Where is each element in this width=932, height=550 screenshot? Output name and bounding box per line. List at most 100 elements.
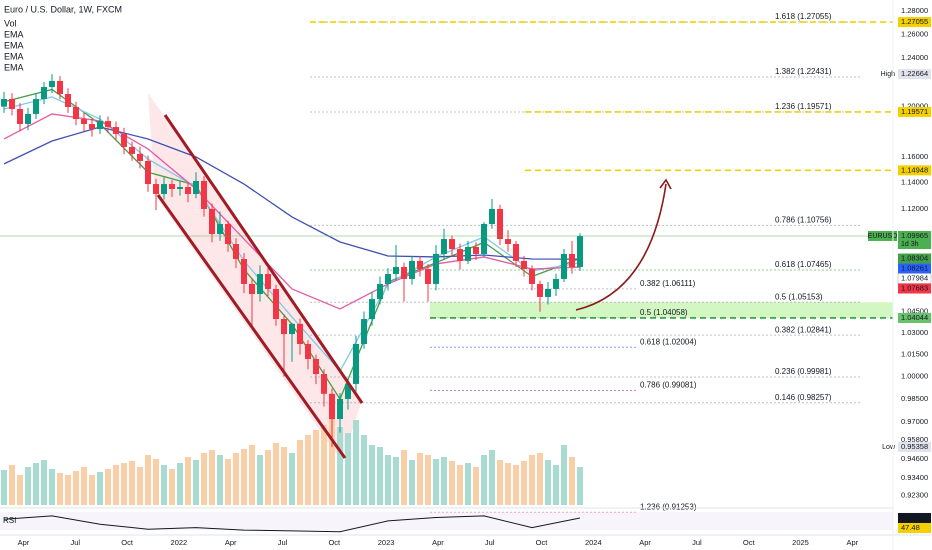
candle-body (329, 393, 335, 420)
candle-body (553, 278, 559, 289)
volume-bar (217, 455, 223, 505)
volume-bar (65, 475, 71, 505)
y-tick-label: 0.93400 (901, 473, 928, 482)
candle-body (289, 323, 295, 335)
candle-body (513, 244, 519, 261)
candle-body (209, 208, 215, 235)
candle-body (425, 269, 431, 284)
volume-bar (273, 443, 279, 505)
volume-bar (377, 447, 383, 505)
candle-body (193, 180, 199, 194)
y-tick-label: 0.94600 (901, 454, 928, 463)
volume-bar (185, 457, 191, 505)
volume-bar (537, 453, 543, 505)
volume-bar (417, 453, 423, 505)
candle-body (505, 239, 511, 245)
volume-bar (441, 457, 447, 505)
volume-bar (137, 467, 143, 505)
x-tick-label: Oct (121, 538, 134, 547)
volume-bar (41, 460, 47, 505)
volume-bar (17, 475, 23, 505)
x-tick-label: Apr (846, 538, 858, 547)
candle-body (353, 344, 359, 384)
y-tick-label: 1.12000 (901, 204, 928, 213)
price-label-box (898, 263, 931, 274)
candle-body (105, 121, 111, 128)
x-tick-label: Oct (328, 538, 341, 547)
candle-body (521, 260, 527, 270)
fib-label: 1.618 (1.27055) (775, 12, 832, 21)
rsi-ma-box (898, 523, 931, 534)
volume-bar (521, 461, 527, 505)
candle-body (265, 273, 271, 289)
volume-bar (249, 445, 255, 505)
y-tick-label: 1.14000 (901, 178, 928, 187)
candle-body (313, 359, 319, 375)
rsi-line (3, 515, 581, 533)
fib-label: 0.236 (0.99981) (775, 367, 832, 376)
fib-label: 0.382 (1.02841) (775, 325, 832, 334)
y-tick-label: 0.97000 (901, 417, 928, 426)
price-label-box (898, 253, 931, 264)
y-tick-label: 0.92300 (901, 490, 928, 499)
x-tick-label: Jul (71, 538, 81, 547)
x-tick-label: Apr (432, 538, 444, 547)
candle-body (57, 80, 63, 94)
x-tick-label: Apr (639, 538, 651, 547)
price-label-box (898, 165, 931, 176)
candle-body (257, 273, 263, 295)
candle-body (121, 133, 127, 147)
volume-bar (561, 445, 567, 505)
price-label: 1.27055 (901, 17, 928, 26)
price-label-box (898, 283, 931, 294)
price-label-box (898, 17, 931, 28)
volume-bar (201, 453, 207, 505)
volume-bar (313, 430, 319, 505)
price-label: 1.04044 (901, 313, 928, 322)
candle-body (161, 184, 167, 194)
volume-bar (25, 467, 31, 505)
volume-bar (513, 465, 519, 505)
y-tick-label: 1.16000 (901, 152, 928, 161)
candle-body (241, 258, 247, 284)
price-label-sub: 1d 3h (901, 241, 919, 248)
fib-label: 0.618 (1.07465) (775, 260, 832, 269)
y-tick-label: 1.26000 (901, 29, 928, 38)
volume-bar (529, 455, 535, 505)
candle-body (177, 187, 183, 189)
candle-body (473, 247, 479, 254)
volume-bar (289, 453, 295, 505)
y-tick-label: 1.04500 (901, 306, 928, 315)
volume-bar (329, 405, 335, 505)
candle-body (449, 239, 455, 250)
price-label: 1.19571 (901, 107, 928, 116)
candle-body (417, 260, 423, 270)
volume-bar (457, 465, 463, 505)
price-label: 1.08261 (901, 264, 928, 273)
price-label: 1.14948 (901, 165, 928, 174)
fib-label: 1.236 (0.91253) (640, 502, 697, 511)
candle-body (9, 99, 15, 109)
volume-bar (569, 457, 575, 505)
x-tick-label: Jul (485, 538, 495, 547)
volume-bar (225, 459, 231, 505)
candle-body (297, 323, 303, 345)
y-tick-label: 1.28000 (901, 6, 928, 15)
candle-body (137, 153, 143, 161)
y-tick-label: 1.24000 (901, 53, 928, 62)
fib-label: 1.236 (1.19571) (775, 102, 832, 111)
volume-bar (153, 459, 159, 505)
volume-bar (57, 473, 63, 505)
candle-body (97, 121, 103, 130)
volume-bar (337, 427, 343, 505)
rsi-value: 59.46 (901, 513, 920, 522)
volume-bar (97, 472, 103, 505)
price-label: 1.22664 (901, 69, 928, 78)
candle-body (409, 260, 415, 279)
candle-body (441, 239, 447, 254)
volume-bar (209, 450, 215, 505)
price-label: 1.09965 (901, 231, 928, 240)
fib-label: 0.5 (1.05153) (775, 292, 823, 301)
x-tick-label: Apr (225, 538, 237, 547)
